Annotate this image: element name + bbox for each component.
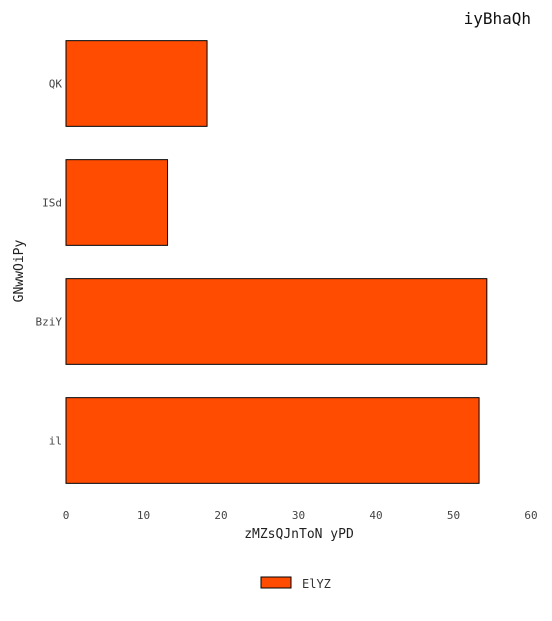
y-tick-labels: QK ISd BziY il [36,78,63,448]
x-tick-label: 60 [524,509,537,522]
bar-il [65,397,480,484]
bar-isd [65,159,169,246]
legend-label: ElYZ [302,577,331,591]
x-tick-label: 30 [292,509,305,522]
y-tick-label: il [49,435,62,448]
y-axis-label: GNwwOiPy [12,240,27,303]
bars-group [65,40,488,484]
x-axis-label: zMZsQJnToN yPD [244,527,354,542]
x-tick-label: 50 [447,509,460,522]
x-tick-label: 20 [214,509,227,522]
y-tick-label: BziY [36,316,63,329]
y-tick-label: QK [49,78,63,91]
bar-bziy [65,278,488,365]
legend: ElYZ [260,576,331,591]
legend-swatch [260,576,292,589]
x-tick-label: 0 [63,509,70,522]
x-tick-label: 40 [369,509,382,522]
x-tick-label: 10 [137,509,150,522]
y-tick-label: ISd [42,197,62,210]
bar-qk [65,40,208,127]
chart-title: iyBhaQh [464,9,531,28]
x-tick-labels: 0 10 20 30 40 50 60 [63,509,538,522]
